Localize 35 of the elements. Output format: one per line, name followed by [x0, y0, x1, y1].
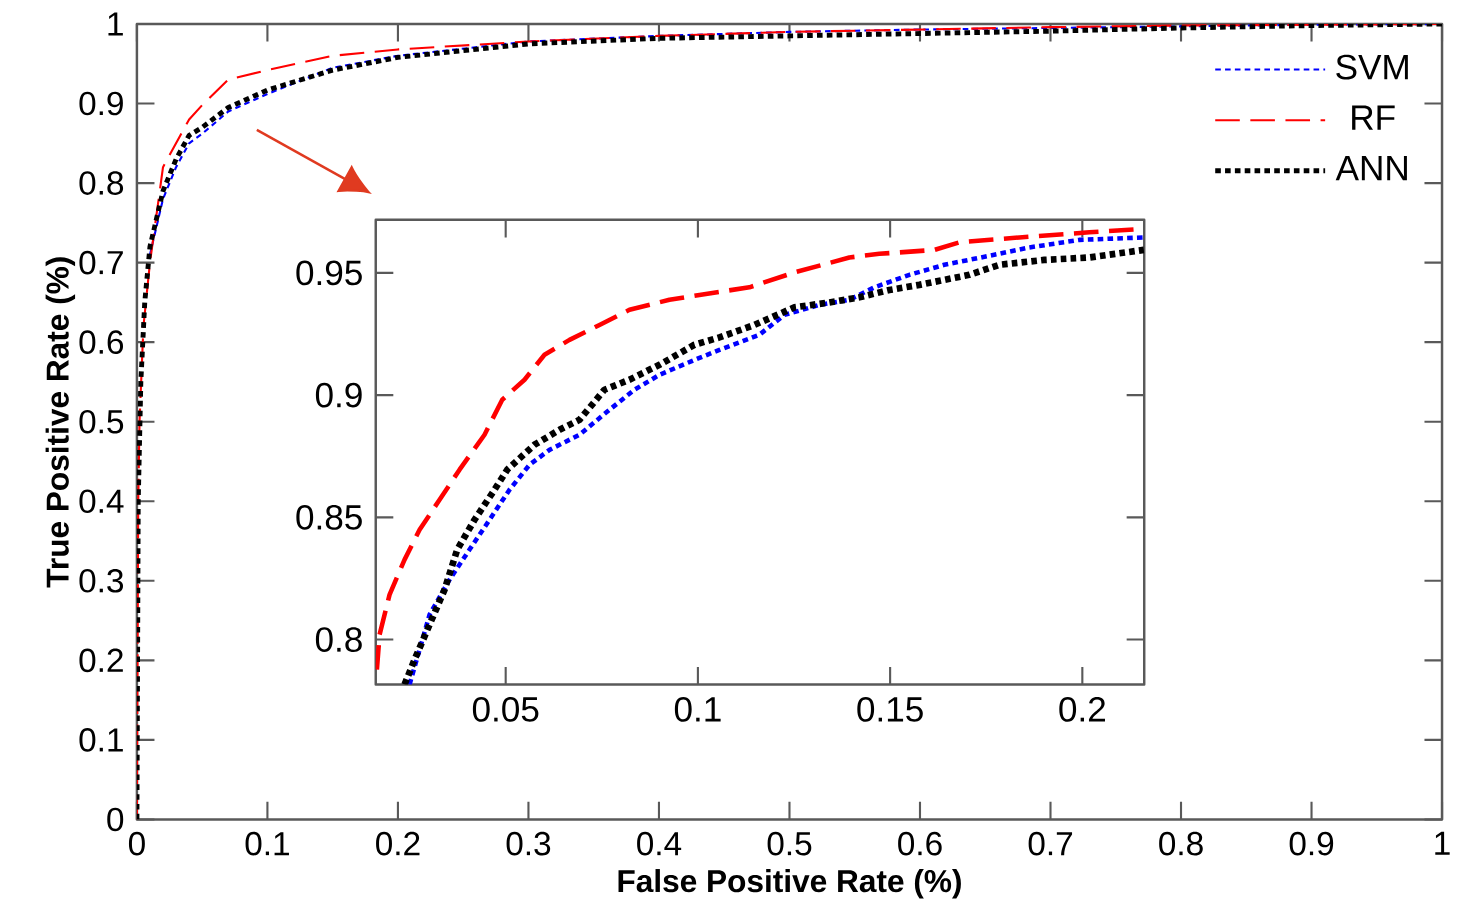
- legend-label: SVM: [1336, 54, 1408, 80]
- y-tick-label: 0.3: [79, 568, 124, 593]
- y-tick-label: 0.8: [79, 171, 124, 195]
- x-tick-label: 0.2: [376, 831, 420, 856]
- x-tick-label: 0.7: [1028, 831, 1073, 856]
- y-tick-label: 0: [107, 807, 124, 832]
- y-tick-label: 0.9: [315, 382, 362, 408]
- y-tick-label: 0.6: [79, 330, 124, 354]
- x-tick-label: 0.5: [767, 831, 812, 856]
- x-tick-label: 0.8: [1159, 831, 1203, 856]
- x-tick-label: 0.1: [245, 831, 289, 856]
- y-tick-label: 0.9: [79, 91, 123, 116]
- legend-label: ANN: [1335, 155, 1407, 181]
- x-tick-label: 0.05: [472, 696, 539, 722]
- y-axis-title: True Positive Rate (%): [45, 257, 76, 588]
- x-tick-label: 0.15: [857, 696, 923, 722]
- legend-label: RF: [1352, 105, 1395, 130]
- y-tick-label: 1: [108, 12, 123, 36]
- x-tick-label: 0.1: [674, 696, 721, 722]
- y-tick-label: 0.4: [79, 489, 124, 513]
- x-axis-title: False Positive Rate (%): [618, 868, 961, 899]
- y-tick-label: 0.95: [296, 260, 362, 286]
- x-tick-label: 0.4: [637, 831, 682, 856]
- x-tick-label: 0.6: [898, 831, 942, 856]
- y-tick-label: 0.5: [79, 409, 124, 434]
- x-tick-label: 0: [128, 831, 145, 856]
- y-tick-label: 0.85: [296, 504, 362, 530]
- x-tick-label: 0.9: [1289, 831, 1334, 856]
- x-tick-label: 0.3: [506, 831, 551, 856]
- y-tick-label: 0.8: [315, 627, 362, 652]
- x-tick-label: 1: [1435, 831, 1450, 855]
- x-tick-label: 0.2: [1059, 696, 1105, 722]
- y-tick-label: 0.7: [79, 250, 123, 275]
- y-tick-label: 0.1: [79, 727, 123, 752]
- y-tick-label: 0.2: [79, 648, 123, 673]
